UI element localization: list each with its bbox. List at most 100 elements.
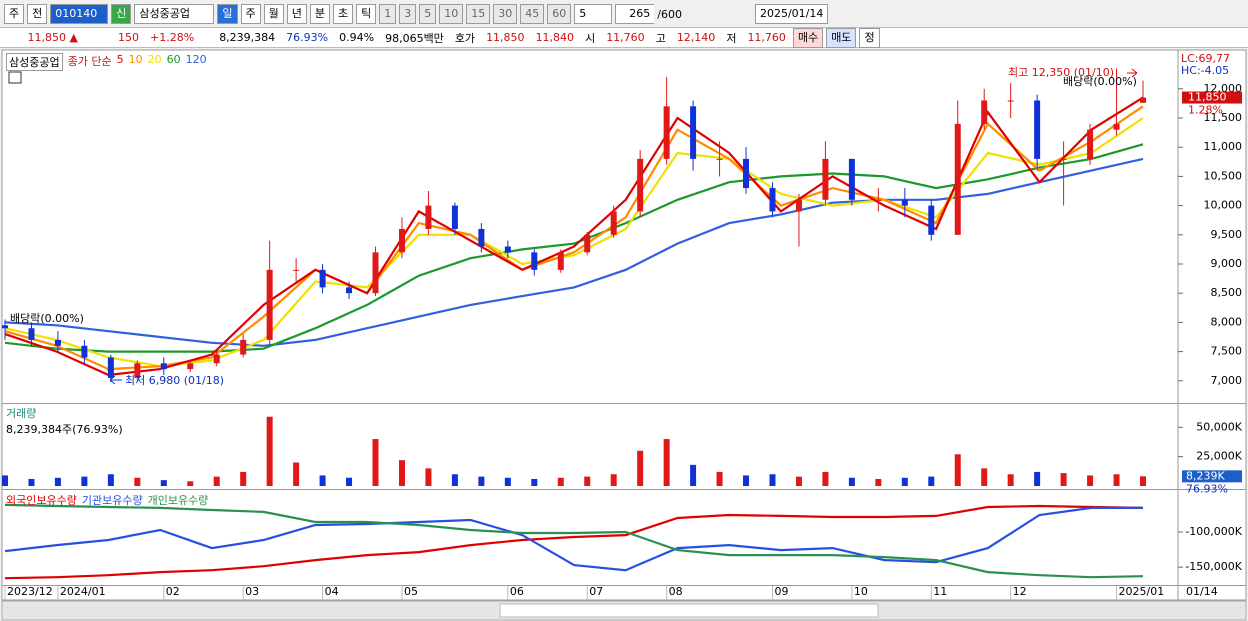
x-tick-label: 07 (589, 585, 603, 598)
order-button[interactable]: 정 (859, 27, 880, 48)
legend-entry: 기관보유수량 (81, 494, 143, 507)
y-tick-label: 11,500 (1204, 111, 1243, 124)
x-tick-label: 2024/01 (60, 585, 106, 598)
candle-body (372, 252, 379, 294)
holdings-line (4, 503, 1144, 579)
candle-body (1034, 100, 1041, 159)
volume-bar (213, 476, 220, 486)
label: 저 (726, 31, 737, 45)
volume-bar (240, 471, 247, 486)
order-button[interactable]: 매수 (792, 27, 824, 48)
interval-button[interactable]: 일 (217, 4, 238, 24)
table-icon[interactable] (8, 71, 22, 84)
candle-body (81, 345, 88, 358)
x-tick-label: 06 (510, 585, 524, 598)
legend-entry: 외국인보유수량 (6, 494, 77, 507)
candle-body (504, 246, 511, 253)
volume-bar (716, 471, 723, 486)
minute-button[interactable]: 60 (547, 4, 572, 24)
legend-title: 삼성중공업 (6, 53, 63, 71)
volume-bar (610, 474, 617, 486)
interval-button[interactable]: 초 (333, 4, 354, 24)
ask: 11,850 (486, 31, 525, 44)
candle-body (690, 106, 697, 159)
annotation: 배당락(0.00%) (10, 312, 84, 325)
interval-button[interactable]: 월 (263, 4, 284, 24)
code-input[interactable]: 010140 (50, 4, 109, 24)
unit-select[interactable]: 5 (574, 4, 613, 24)
new-badge: 신 (111, 4, 132, 24)
candle-body (266, 269, 273, 340)
candle-body (637, 158, 644, 212)
minute-button[interactable]: 10 (439, 4, 464, 24)
holdings-line (4, 506, 1143, 572)
x-tick-label: 2023/12 (7, 585, 53, 598)
x-end-label: 01/14 (1186, 585, 1218, 598)
candle-body (1113, 123, 1120, 130)
chart-frame (1, 49, 1247, 601)
x-tick-label: 04 (325, 585, 339, 598)
legend-title: 거래량 (6, 407, 37, 420)
volume: 8,239,384 (219, 31, 276, 44)
volume-bar (266, 416, 273, 486)
interval-button[interactable]: 년 (286, 4, 307, 24)
volume-bar (293, 462, 300, 486)
minute-button[interactable]: 3 (399, 4, 417, 24)
annotation: 최고 12,350 (01/10) (1008, 66, 1114, 79)
minute-button[interactable]: 5 (419, 4, 437, 24)
candle-body (478, 228, 485, 247)
y-tick-label: -100,000K (1185, 525, 1242, 538)
volume-bar (398, 460, 405, 486)
period-select[interactable]: 주 (4, 4, 25, 24)
candle-body (107, 357, 114, 378)
candle-body (610, 211, 617, 235)
volume-bar (557, 477, 564, 486)
label: 호가 (454, 31, 476, 45)
candle-body (875, 199, 882, 201)
y-tick-label: 8,500 (1211, 286, 1243, 299)
y-tick-label: 50,000K (1196, 420, 1242, 433)
minute-button[interactable]: 45 (520, 4, 545, 24)
candle-body (928, 205, 935, 235)
volume-bar (690, 464, 697, 486)
minute-button[interactable]: 15 (466, 4, 491, 24)
volume-bar (954, 454, 961, 486)
interval-button[interactable]: 분 (309, 4, 330, 24)
interval-button[interactable]: 주 (240, 4, 261, 24)
candle-body (293, 269, 300, 271)
volume-bar (107, 474, 114, 486)
last-volume-label: 8,239K (1186, 469, 1225, 482)
price-legend: 삼성중공업 종가 단순 5 10 20 60 120 (6, 53, 207, 71)
last-price-badge (1182, 91, 1242, 104)
legend-entry: 10 (128, 53, 143, 66)
ma-line (4, 157, 1144, 347)
count-input[interactable]: 265 (615, 4, 655, 24)
legend-subtitle: 8,239,384주(76.93%) (6, 423, 123, 436)
candle-body (1007, 100, 1014, 102)
volume-bar (1034, 471, 1041, 486)
change-pct: +1.28% (150, 31, 195, 44)
stock-name[interactable]: 삼성중공업 (134, 4, 215, 24)
minute-button[interactable]: 1 (379, 4, 397, 24)
turnover: 0.94% (339, 31, 375, 44)
minute-button[interactable]: 30 (493, 4, 518, 24)
volume-bar (504, 477, 511, 486)
x-tick-label: 08 (669, 585, 683, 598)
y-tick-label: 11,000 (1204, 140, 1243, 153)
scroll-thumb[interactable] (499, 603, 879, 618)
label: 시 (585, 31, 596, 45)
period-select[interactable]: 전 (27, 4, 48, 24)
order-button[interactable]: 매도 (826, 27, 857, 48)
interval-button[interactable]: 틱 (356, 4, 377, 24)
y-tick-label: 10,000 (1204, 199, 1243, 212)
legend-entry: 개인보유수량 (147, 494, 209, 507)
candle-body (319, 269, 326, 288)
annotation-arrow (109, 375, 122, 385)
annotation-arrow (1127, 68, 1138, 78)
x-tick-label: 03 (245, 585, 259, 598)
candle-body (213, 354, 220, 364)
date-input[interactable]: 2025/01/14 (754, 4, 829, 24)
volume-bar (981, 468, 988, 486)
candle-body (398, 228, 405, 253)
